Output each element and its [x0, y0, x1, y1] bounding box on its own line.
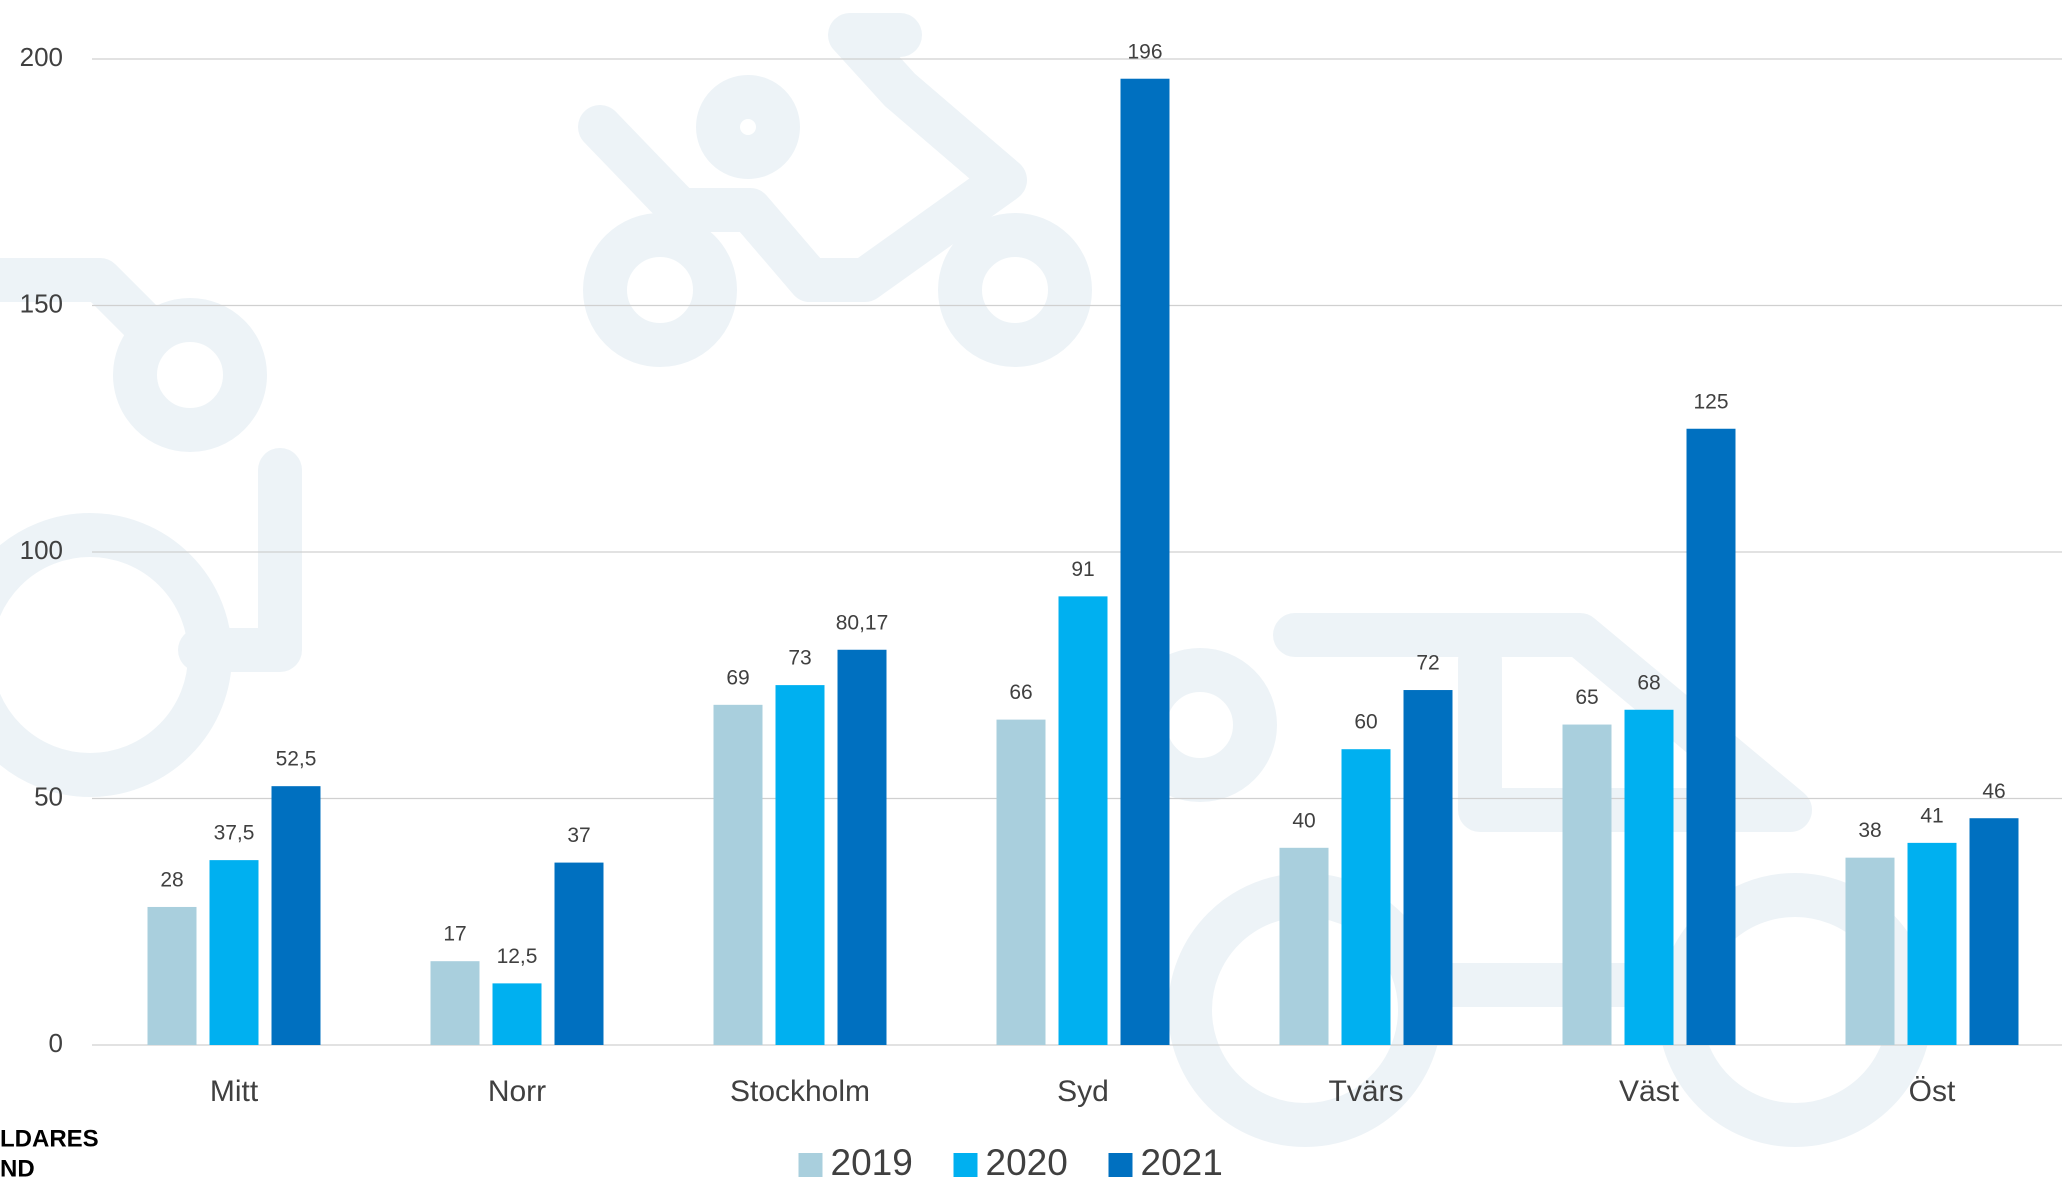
value-label: 52,5: [276, 748, 317, 771]
bar: [1845, 857, 1895, 1045]
bar: [1403, 690, 1453, 1045]
value-label: 68: [1637, 671, 1660, 694]
bar: [837, 649, 887, 1045]
bar: [1058, 596, 1108, 1045]
value-label: 196: [1127, 40, 1162, 63]
x-tick-label: Stockholm: [730, 1075, 870, 1108]
value-label: 28: [160, 869, 183, 892]
legend-swatch: [953, 1153, 978, 1177]
value-label: 73: [788, 647, 811, 670]
y-tick-label: 50: [34, 781, 63, 811]
value-label: 72: [1416, 652, 1439, 675]
bar: [430, 961, 480, 1045]
bar: [1969, 818, 2019, 1045]
x-tick-label: Väst: [1619, 1075, 1680, 1108]
x-tick-label: Öst: [1909, 1075, 1956, 1108]
legend-label: 2021: [1141, 1142, 1223, 1182]
legend-label: 2019: [831, 1142, 913, 1182]
logo-text: ND: [0, 1155, 35, 1182]
bar: [713, 704, 763, 1045]
bar: [271, 786, 321, 1045]
y-tick-label: 0: [49, 1028, 63, 1058]
value-label: 40: [1292, 809, 1315, 832]
value-label: 65: [1575, 686, 1598, 709]
value-label: 69: [726, 666, 749, 689]
bar: [996, 719, 1046, 1045]
legend-swatch: [1108, 1153, 1133, 1177]
legend-swatch: [798, 1153, 823, 1177]
bar: [1624, 709, 1674, 1045]
value-label: 46: [1982, 780, 2005, 803]
value-label: 60: [1354, 711, 1377, 734]
x-tick-label: Tvärs: [1329, 1075, 1404, 1108]
bar: [775, 685, 825, 1045]
value-label: 41: [1920, 804, 1943, 827]
x-tick-label: Syd: [1057, 1075, 1109, 1108]
y-tick-label: 150: [20, 288, 63, 318]
value-label: 38: [1858, 819, 1881, 842]
logo-text: LDARES: [0, 1125, 99, 1152]
value-label: 91: [1071, 558, 1094, 581]
value-label: 80,17: [836, 611, 889, 634]
value-label: 17: [443, 923, 466, 946]
value-label: 37,5: [214, 822, 255, 845]
value-label: 66: [1009, 681, 1032, 704]
x-tick-label: Mitt: [210, 1075, 259, 1108]
value-label: 12,5: [497, 945, 538, 968]
value-label: 37: [567, 824, 590, 847]
bar: [1907, 842, 1957, 1045]
legend-label: 2020: [986, 1142, 1068, 1182]
bar: [1686, 428, 1736, 1045]
bar: [492, 983, 542, 1045]
bar: [1562, 724, 1612, 1045]
y-tick-label: 100: [20, 535, 63, 565]
bar: [147, 906, 197, 1045]
bar: [554, 862, 604, 1045]
bar: [1341, 749, 1391, 1045]
x-tick-label: Norr: [488, 1075, 546, 1108]
bar: [1120, 78, 1170, 1046]
y-tick-label: 200: [20, 42, 63, 72]
bar: [1279, 847, 1329, 1045]
value-label: 125: [1693, 390, 1728, 413]
bar: [209, 860, 259, 1045]
